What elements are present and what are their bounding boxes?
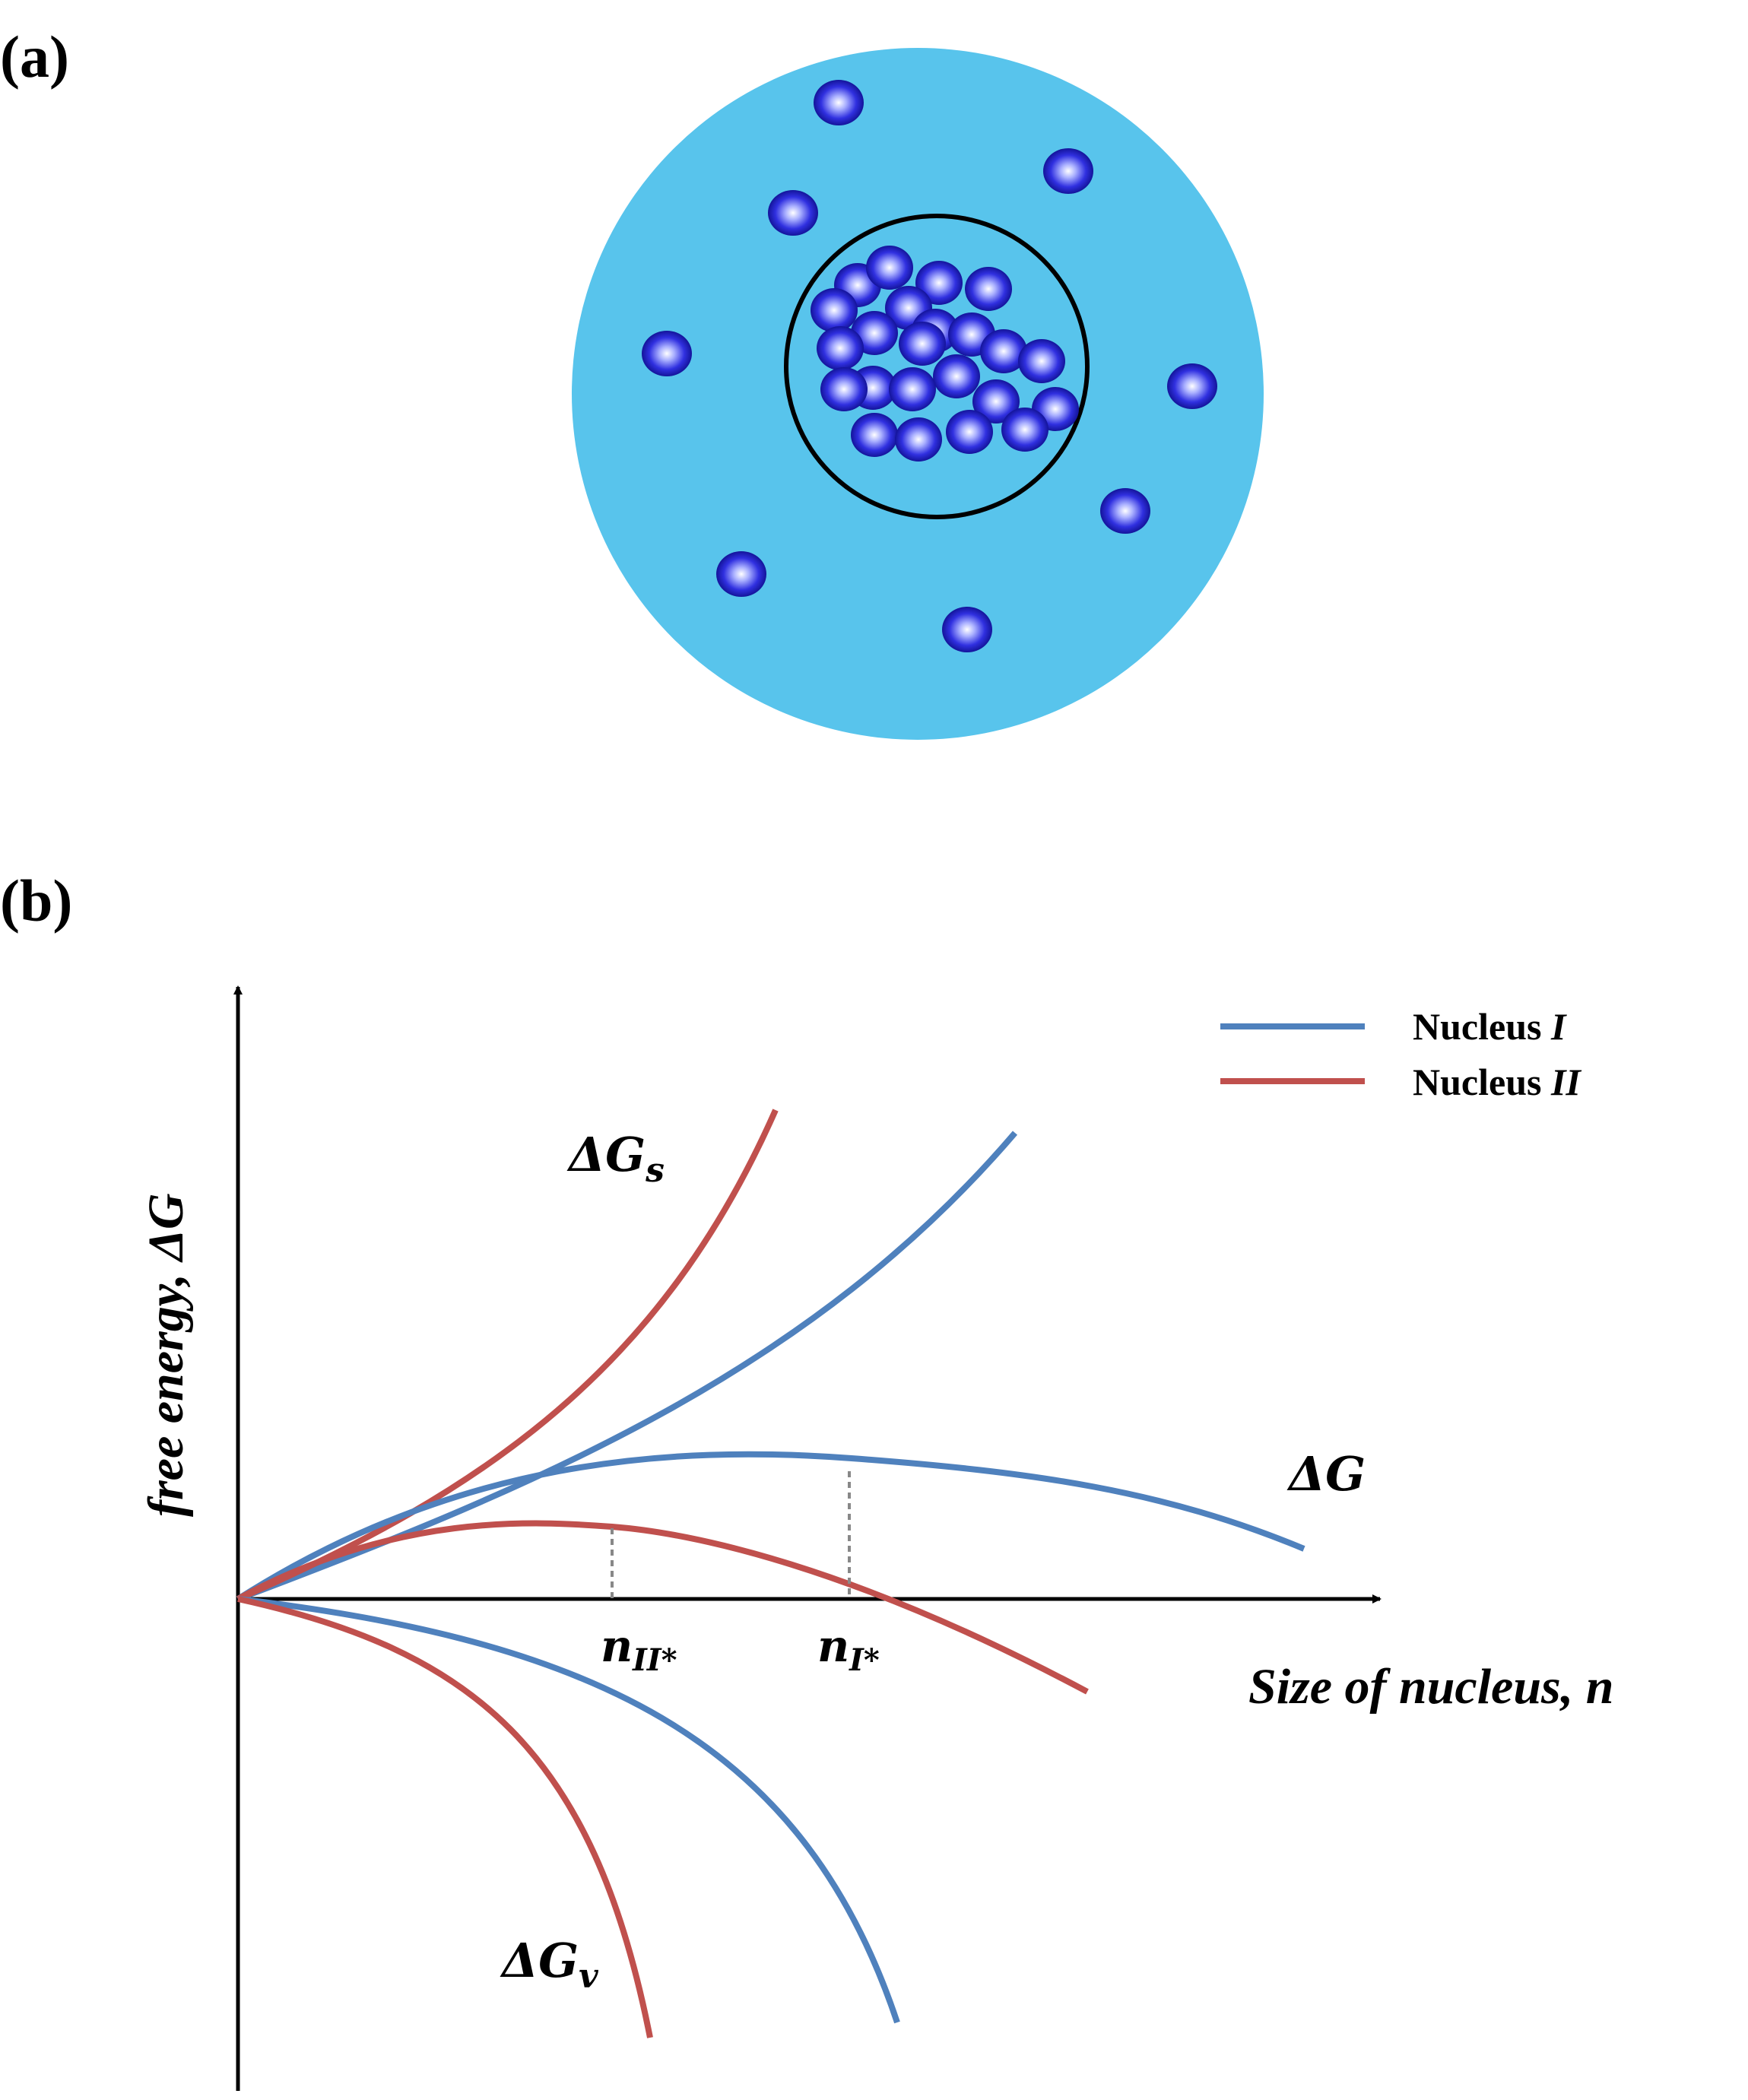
cluster-particle xyxy=(965,267,1012,311)
particle xyxy=(716,551,766,597)
cluster-particle xyxy=(866,246,913,290)
particle xyxy=(768,190,818,236)
particle xyxy=(642,331,692,376)
nucleus-cluster xyxy=(811,246,1079,462)
legend-label-nucleus-II: Nucleus II xyxy=(1413,1061,1581,1103)
particle xyxy=(1100,488,1150,534)
cluster-particle xyxy=(1001,408,1048,452)
cluster-particle xyxy=(1018,339,1065,383)
legend: Nucleus I Nucleus II xyxy=(1220,1005,1581,1103)
cluster-particle xyxy=(946,410,993,454)
y-axis-title: free energy, ΔG xyxy=(138,1193,194,1517)
delta-g-label: ΔG xyxy=(1286,1446,1366,1502)
cluster-particle xyxy=(820,367,868,411)
cluster-particle xyxy=(811,288,858,332)
cluster-particle xyxy=(972,379,1020,423)
energy-plot: nII* nI* ΔGs ΔG ΔGv Size of nucleus, n f… xyxy=(138,985,1613,2091)
cluster-particle xyxy=(915,261,963,305)
cluster-particle xyxy=(933,354,980,398)
panel-a-label: (a) xyxy=(0,24,69,90)
cluster-particle xyxy=(851,413,898,457)
particle xyxy=(1167,363,1217,409)
cluster-particle xyxy=(895,417,942,462)
dispersed-particles xyxy=(642,80,1217,652)
particle xyxy=(942,607,992,652)
nucleus-II-dG-curve xyxy=(236,1520,1089,1695)
n-I-label: nI* xyxy=(817,1620,880,1678)
nucleus-I-dG-curve xyxy=(236,1451,1305,1602)
cluster-particle xyxy=(889,367,936,411)
nucleus-I-dGv-curve xyxy=(237,1596,900,2024)
x-axis-title: Size of nucleus, n xyxy=(1248,1659,1613,1715)
panel-b-label: (b) xyxy=(0,868,73,934)
delta-g-v-label: ΔGv xyxy=(500,1933,598,1996)
nucleus-II-dGs-curve xyxy=(236,1109,779,1602)
nucleus-II-dGv-curve xyxy=(237,1596,653,2038)
particle xyxy=(814,80,864,125)
nucleus-boundary xyxy=(784,214,1090,519)
cluster-particle xyxy=(980,329,1027,373)
cluster-particle xyxy=(899,322,946,366)
cluster-particle xyxy=(817,326,864,370)
legend-label-nucleus-I: Nucleus I xyxy=(1413,1005,1567,1048)
solution-diagram xyxy=(572,48,1264,740)
particle xyxy=(1043,148,1093,194)
delta-g-s-label: ΔGs xyxy=(566,1127,665,1190)
n-II-label: nII* xyxy=(601,1620,677,1678)
